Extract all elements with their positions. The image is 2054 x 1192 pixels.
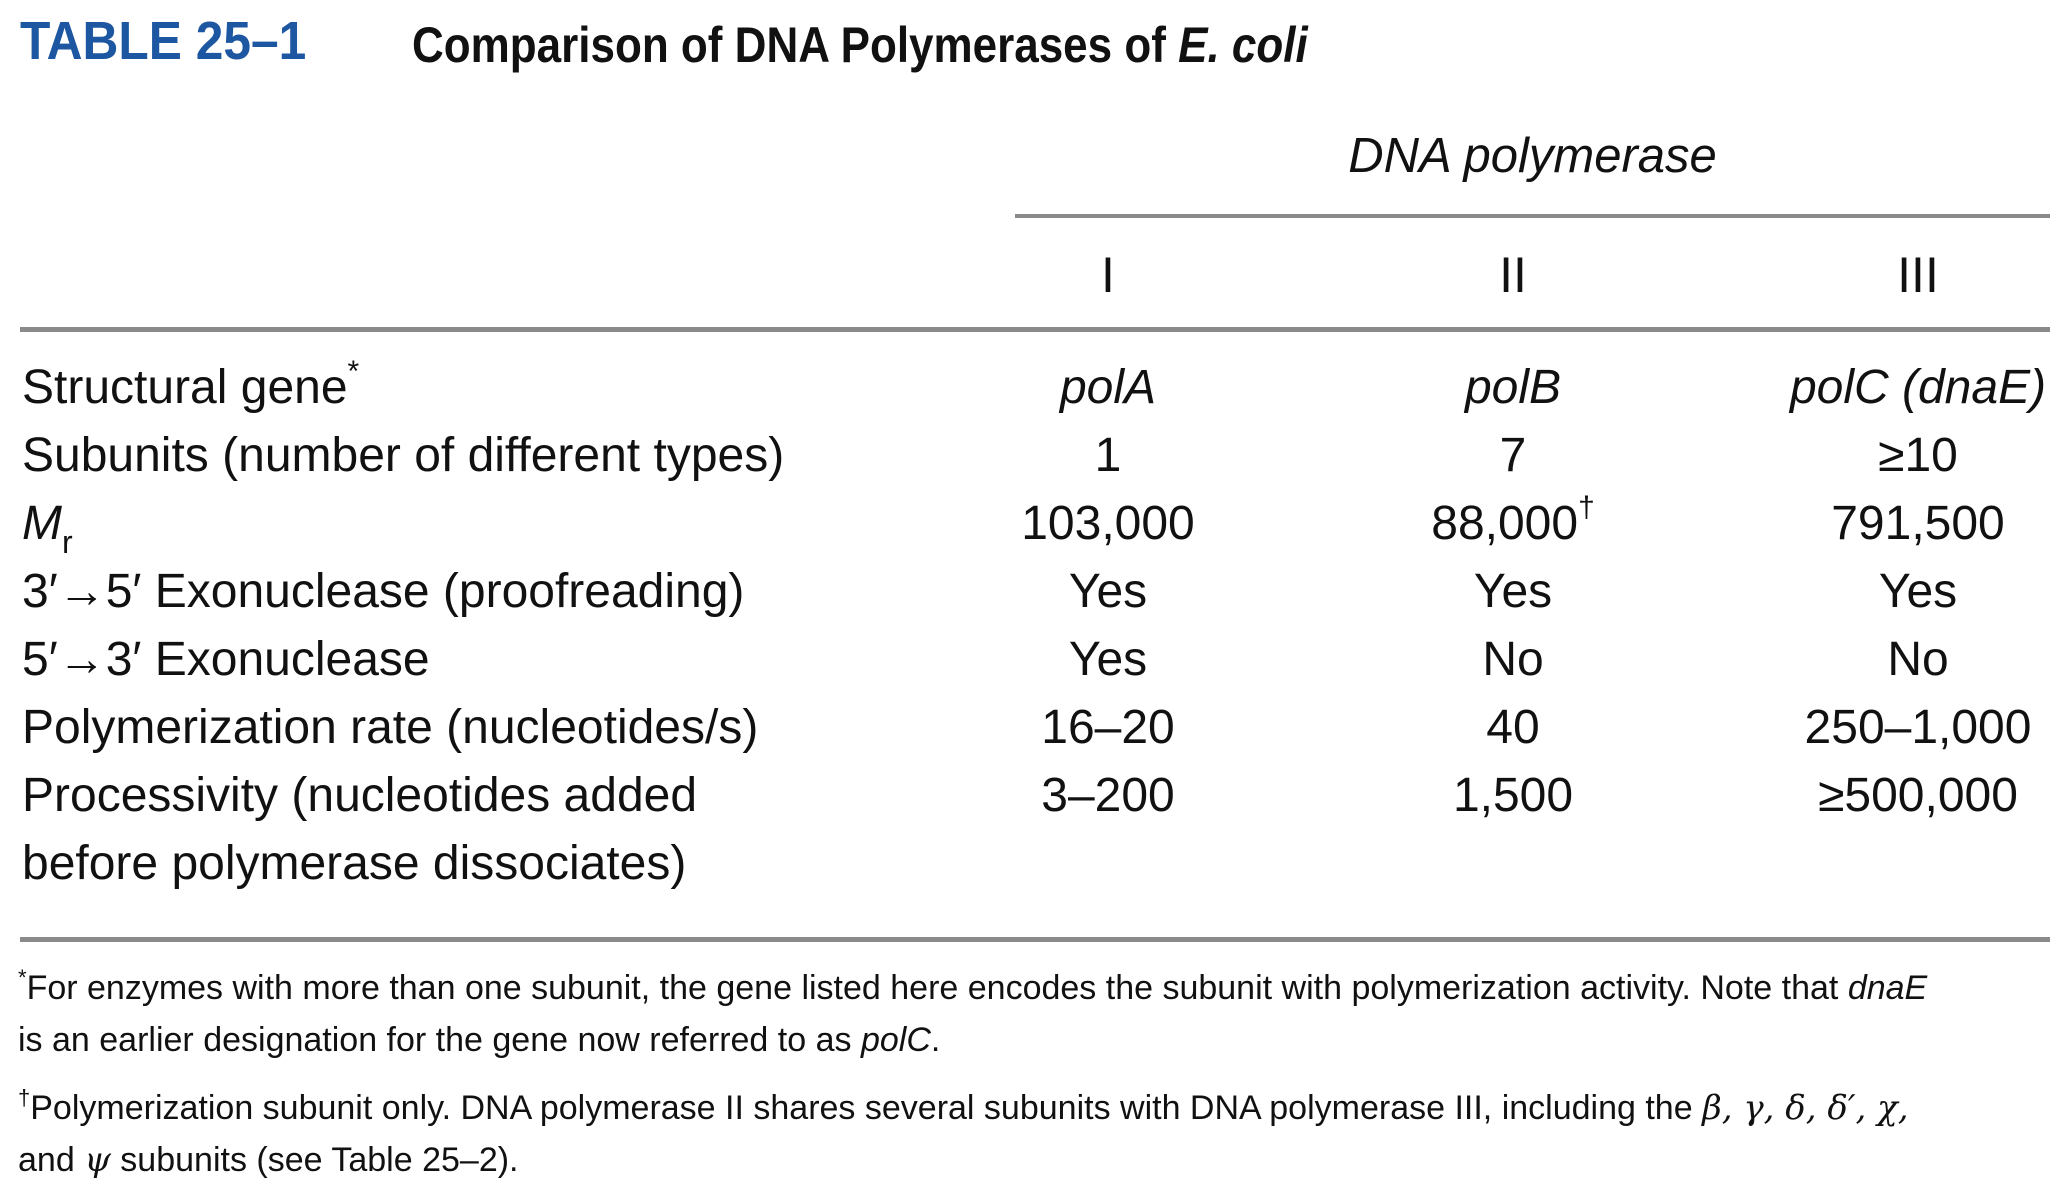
row-label-text: M xyxy=(22,497,62,550)
cell-pol-ii: 7 xyxy=(1499,429,1527,482)
footnote-gene: dnaE xyxy=(1847,969,1928,1007)
footnote-mark: † xyxy=(1578,491,1595,524)
footnote-greek-subunit: ψ xyxy=(84,1140,111,1180)
row-label: Structural gene* xyxy=(22,354,359,422)
row-label: Subunits (number of different types) xyxy=(22,429,785,482)
cell-pol-ii: polB xyxy=(1464,361,1562,414)
footnote-text: Polymerization subunit only. DNA polymer… xyxy=(30,1089,1703,1127)
spanner-rule xyxy=(1015,214,2050,218)
footer-rule xyxy=(20,937,2050,942)
cell-pol-i: 16–20 xyxy=(1041,701,1175,754)
footnote-asterisk: *For enzymes with more than one subunit,… xyxy=(18,962,2028,1066)
cell-pol-iii: 791,500 xyxy=(1831,497,2005,550)
cell-pol-iii: No xyxy=(1887,633,1949,686)
cell-pol-i: polA xyxy=(1059,361,1157,414)
table-row: Processivity (nucleotides added before p… xyxy=(0,762,2054,898)
row-label: Processivity (nucleotides added before p… xyxy=(22,762,697,898)
column-header-i: I xyxy=(1101,247,1115,303)
table-row: 5′→3′ Exonuclease Yes No No xyxy=(0,626,2054,694)
cell-pol-i: 3–200 xyxy=(1041,769,1175,822)
row-label: Polymerization rate (nucleotides/s) xyxy=(22,701,759,754)
footnote-mark: * xyxy=(347,355,360,388)
row-label: 3′→5′ Exonuclease (proofreading) xyxy=(22,565,745,618)
table-row: 3′→5′ Exonuclease (proofreading) Yes Yes… xyxy=(0,558,2054,626)
table-row: Mr 103,000 88,000† 791,500 xyxy=(0,490,2054,559)
header-rule xyxy=(20,327,2050,332)
table-caption: Comparison of DNA Polymerases of E. coli xyxy=(412,16,1308,74)
row-label: Mr xyxy=(22,490,73,558)
footnote-text: . xyxy=(930,1021,941,1059)
cell-pol-ii: Yes xyxy=(1473,565,1553,618)
row-label-subscript: r xyxy=(61,524,73,560)
footnote-gene: polC xyxy=(860,1021,931,1059)
column-header-ii: II xyxy=(1499,247,1527,303)
footnote-text: subunits (see Table 25–2). xyxy=(110,1141,519,1179)
row-label-text: Structural gene xyxy=(22,361,348,414)
cell-value: 88,000 xyxy=(1431,497,1579,550)
cell-pol-i: Yes xyxy=(1068,565,1148,618)
table-row: Structural gene* polA polB polC (dnaE) xyxy=(0,354,2054,422)
cell-pol-i: 103,000 xyxy=(1021,497,1195,550)
row-label-line-1: Processivity (nucleotides added xyxy=(22,769,698,822)
footnote-mark: * xyxy=(18,965,27,990)
column-spanner: DNA polymerase xyxy=(1348,129,1717,183)
footnote-text: For enzymes with more than one subunit, … xyxy=(26,969,1848,1007)
cell-pol-ii: No xyxy=(1482,633,1544,686)
cell-pol-ii: 88,000† xyxy=(1363,490,1663,558)
cell-pol-iii: 250–1,000 xyxy=(1804,701,2032,754)
cell-pol-ii: 1,500 xyxy=(1452,769,1574,822)
footnote-dagger: †Polymerization subunit only. DNA polyme… xyxy=(18,1082,2028,1186)
table-row: Subunits (number of different types) 1 7… xyxy=(0,422,2054,490)
cell-pol-ii: 40 xyxy=(1486,701,1540,754)
row-label: 5′→3′ Exonuclease xyxy=(22,633,430,686)
footnote-text: is an earlier designation for the gene n… xyxy=(18,1021,861,1059)
cell-pol-iii: ≥10 xyxy=(1878,429,1958,482)
table-row: Polymerization rate (nucleotides/s) 16–2… xyxy=(0,694,2054,762)
table-caption-organism: E. coli xyxy=(1178,17,1308,73)
cell-pol-i: Yes xyxy=(1068,633,1148,686)
row-label-line-2: before polymerase dissociates) xyxy=(22,837,687,890)
column-header-iii: III xyxy=(1897,247,1939,303)
cell-pol-iii: polC (dnaE) xyxy=(1789,361,2047,414)
cell-pol-i: 1 xyxy=(1094,429,1122,482)
footnote-text: and xyxy=(18,1141,85,1179)
cell-pol-iii: ≥500,000 xyxy=(1818,769,2018,822)
cell-pol-iii: Yes xyxy=(1878,565,1958,618)
table-number: TABLE 25–1 xyxy=(20,11,307,71)
table-title: TABLE 25–1 xyxy=(20,10,331,90)
table-caption-text: Comparison of DNA Polymerases of xyxy=(412,17,1179,73)
footnote-mark: † xyxy=(18,1085,31,1110)
footnote-greek-subunits: β, γ, δ, δ′, χ, xyxy=(1702,1088,1909,1128)
